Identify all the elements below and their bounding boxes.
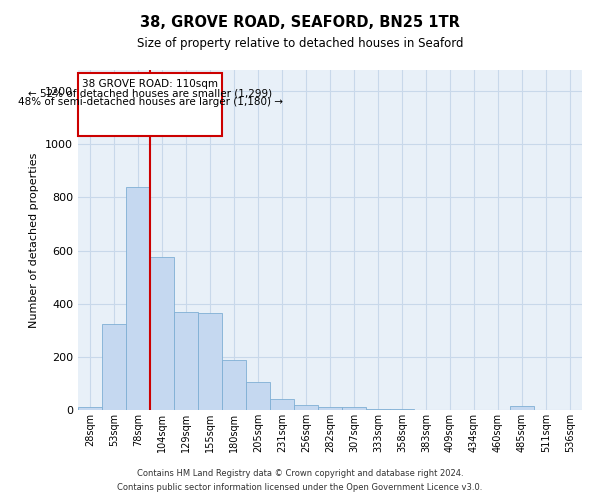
Bar [318,408,342,410]
Bar [78,408,102,410]
Bar [198,313,222,410]
Bar [294,404,318,410]
Text: Size of property relative to detached houses in Seaford: Size of property relative to detached ho… [137,38,463,51]
Bar [366,408,390,410]
Y-axis label: Number of detached properties: Number of detached properties [29,152,40,328]
Bar [390,408,414,410]
Bar [270,400,294,410]
Bar [150,258,174,410]
Bar [246,382,270,410]
Text: 48% of semi-detached houses are larger (1,180) →: 48% of semi-detached houses are larger (… [17,96,283,106]
Bar [126,187,150,410]
Bar [510,406,534,410]
Bar [78,72,222,136]
Text: 38 GROVE ROAD: 110sqm: 38 GROVE ROAD: 110sqm [82,80,218,90]
Text: Contains HM Land Registry data © Crown copyright and database right 2024.: Contains HM Land Registry data © Crown c… [137,468,463,477]
Bar [102,324,126,410]
Text: Contains public sector information licensed under the Open Government Licence v3: Contains public sector information licen… [118,484,482,492]
Bar [174,312,198,410]
Bar [222,360,246,410]
Bar [342,408,366,410]
Text: ← 52% of detached houses are smaller (1,299): ← 52% of detached houses are smaller (1,… [28,88,272,99]
Text: 38, GROVE ROAD, SEAFORD, BN25 1TR: 38, GROVE ROAD, SEAFORD, BN25 1TR [140,15,460,30]
